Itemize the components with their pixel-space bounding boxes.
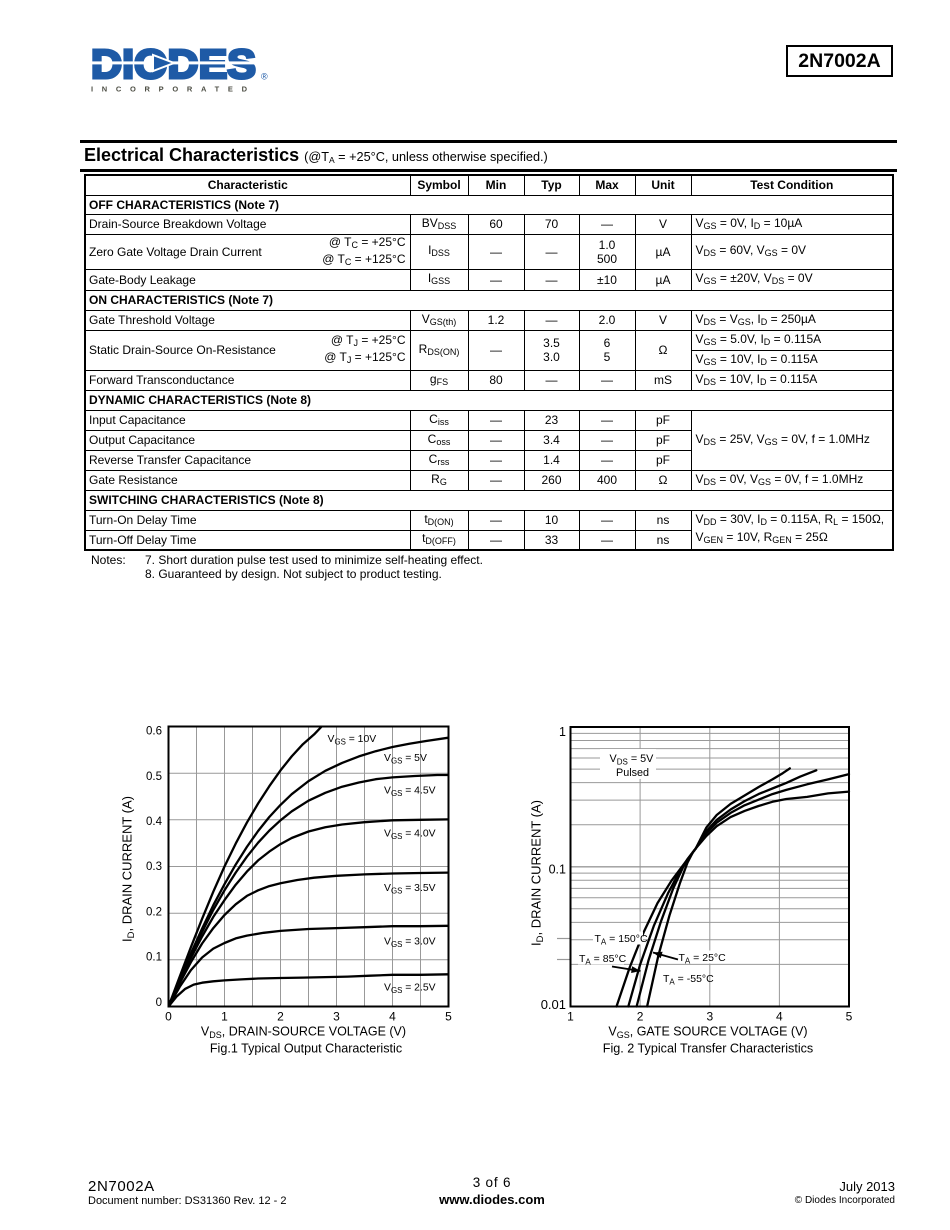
svg-text:3: 3: [333, 1010, 340, 1024]
svg-text:Fig.1 Typical Output Character: Fig.1 Typical Output Characteristic: [210, 1042, 402, 1056]
svg-text:0.3: 0.3: [146, 861, 162, 873]
svg-text:VGS = 10V: VGS = 10V: [328, 734, 377, 747]
svg-text:VGS = 3.0V: VGS = 3.0V: [384, 937, 436, 950]
svg-text:1: 1: [221, 1010, 228, 1024]
svg-text:VGS = 2.5V: VGS = 2.5V: [384, 983, 436, 996]
svg-text:0.01: 0.01: [541, 997, 566, 1012]
svg-text:TA = -55°C: TA = -55°C: [663, 973, 714, 987]
svg-text:TA = 25°C: TA = 25°C: [679, 952, 727, 966]
svg-text:4: 4: [776, 1010, 783, 1024]
svg-text:0.2: 0.2: [146, 906, 162, 918]
svg-text:VGS = 5V: VGS = 5V: [384, 753, 427, 766]
svg-text:2: 2: [637, 1010, 644, 1024]
svg-text:3: 3: [706, 1010, 713, 1024]
svg-text:VGS = 4.0V: VGS = 4.0V: [384, 829, 436, 842]
svg-text:Pulsed: Pulsed: [616, 767, 649, 779]
svg-text:VDS, DRAIN-SOURCE VOLTAGE (V): VDS, DRAIN-SOURCE VOLTAGE (V): [201, 1025, 406, 1041]
svg-text:VGS, GATE SOURCE VOLTAGE (V): VGS, GATE SOURCE VOLTAGE (V): [608, 1025, 807, 1041]
svg-text:5: 5: [846, 1010, 853, 1024]
svg-text:VGS = 4.5V: VGS = 4.5V: [384, 786, 436, 799]
svg-text:0: 0: [156, 997, 162, 1009]
svg-text:2: 2: [277, 1010, 284, 1024]
svg-text:5: 5: [445, 1010, 452, 1024]
svg-text:1: 1: [559, 725, 566, 739]
svg-text:0: 0: [165, 1010, 172, 1024]
svg-text:0.4: 0.4: [146, 816, 163, 828]
svg-text:®: ®: [261, 72, 268, 82]
svg-text:0.6: 0.6: [146, 726, 162, 738]
svg-text:VDS = 5V: VDS = 5V: [610, 753, 655, 767]
svg-text:0.5: 0.5: [146, 771, 162, 783]
svg-text:Fig. 2 Typical Transfer Charac: Fig. 2 Typical Transfer Characteristics: [603, 1042, 813, 1056]
svg-text:4: 4: [389, 1010, 396, 1024]
svg-text:ID, DRAIN CURRENT (A): ID, DRAIN CURRENT (A): [120, 796, 138, 942]
svg-text:0.1: 0.1: [146, 952, 162, 964]
svg-text:0.1: 0.1: [549, 863, 566, 877]
svg-text:TA = 150°C: TA = 150°C: [595, 933, 648, 947]
svg-text:1: 1: [567, 1010, 574, 1024]
svg-text:VGS = 3.5V: VGS = 3.5V: [384, 883, 436, 896]
svg-text:ID, DRAIN CURRENT (A): ID, DRAIN CURRENT (A): [529, 800, 547, 946]
svg-text:TA = 85°C: TA = 85°C: [579, 953, 627, 967]
